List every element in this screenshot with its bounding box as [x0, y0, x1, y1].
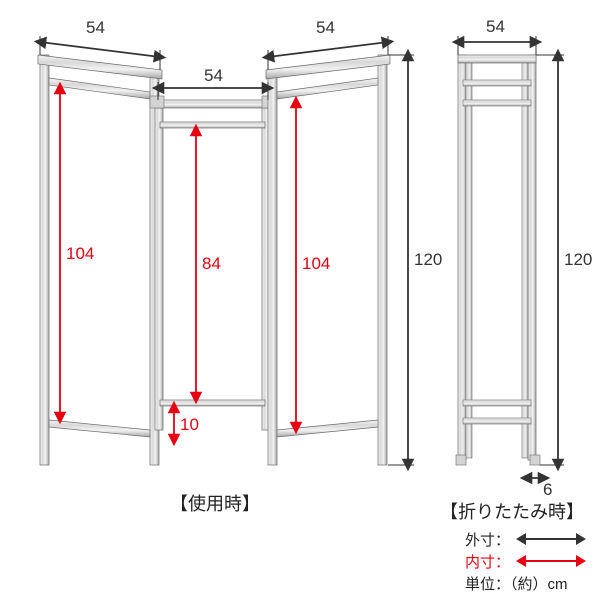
caption-in-use: 【使用時】 — [170, 490, 260, 516]
legend-inner-arrow — [516, 555, 586, 567]
panel-1 — [38, 55, 162, 465]
diagram-canvas: 54 54 54 54 104 84 104 10 120 120 6 【使用時… — [0, 0, 600, 600]
caption-folded: 【折りたたみ時】 — [440, 498, 584, 524]
legend-unit: 単位：（約）cm — [465, 573, 568, 594]
dim-120: 120 — [414, 250, 442, 270]
legend-outer-arrow — [516, 533, 586, 545]
dim-104-right: 104 — [302, 254, 330, 274]
dim-10: 10 — [180, 415, 199, 435]
dim-folded-54: 54 — [486, 17, 505, 37]
legend: 外寸： 内寸： 単位：（約）cm — [465, 528, 586, 594]
legend-inner-row: 内寸： — [465, 550, 586, 572]
legend-outer-label: 外寸： — [465, 529, 510, 550]
legend-inner-label: 内寸： — [465, 551, 510, 572]
dim-top-54-1: 54 — [86, 18, 105, 38]
legend-unit-row: 単位：（約）cm — [465, 572, 586, 594]
dim-top-54-mid: 54 — [204, 66, 223, 86]
legend-outer-row: 外寸： — [465, 528, 586, 550]
dim-folded-120: 120 — [564, 250, 592, 270]
folded-rack — [456, 55, 540, 465]
dim-6: 6 — [543, 480, 552, 500]
dim-top-54-2: 54 — [316, 18, 335, 38]
dim-84-mid: 84 — [202, 254, 221, 274]
dim-104-left: 104 — [66, 244, 94, 264]
